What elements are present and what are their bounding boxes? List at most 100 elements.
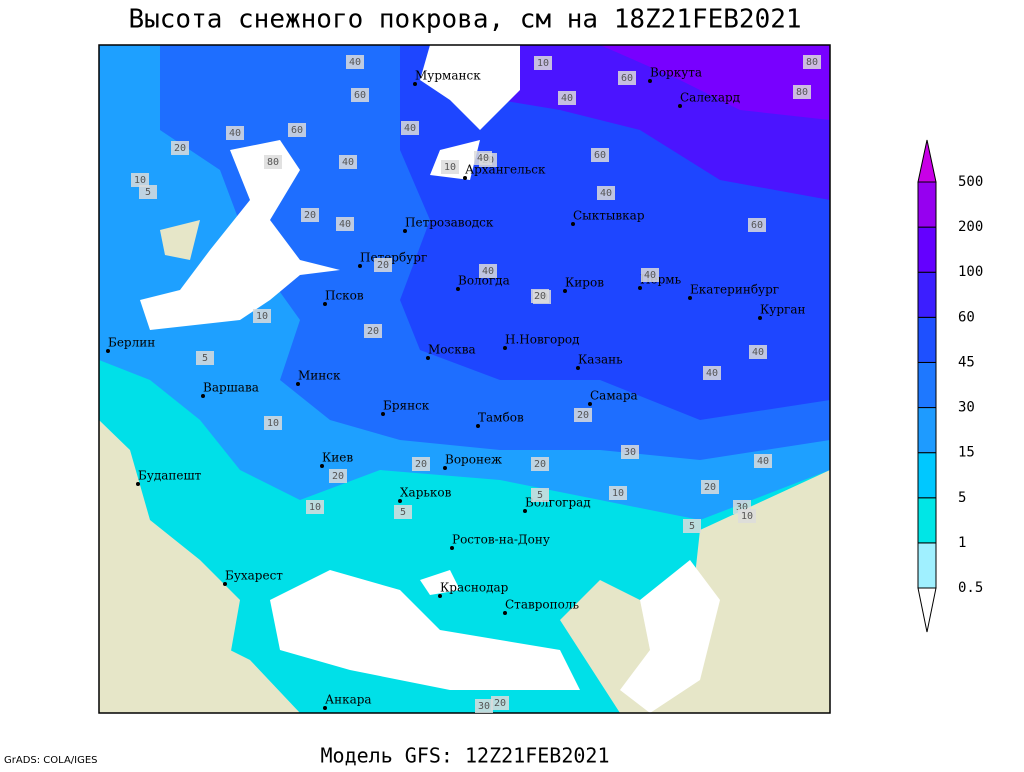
city-dot: [503, 611, 507, 615]
contour-label: 10: [444, 162, 456, 173]
contour-label: 20: [577, 410, 589, 421]
contour-label: 40: [644, 270, 656, 281]
contour-label: 20: [174, 143, 186, 154]
city-dot: [381, 412, 385, 416]
city-label: Казань: [578, 353, 623, 367]
contour-label: 20: [704, 482, 716, 493]
contour-label: 5: [689, 521, 695, 532]
city-label: Мурманск: [415, 69, 481, 83]
city-dot: [678, 104, 682, 108]
city-dot: [463, 176, 467, 180]
city-dot: [563, 289, 567, 293]
contour-label-box: [531, 457, 549, 471]
contour-label: 10: [267, 418, 279, 429]
city-dot: [571, 222, 575, 226]
city-dot: [136, 482, 140, 486]
colorbar-segment: [917, 271, 937, 318]
city-dot: [443, 466, 447, 470]
contour-label-box: [394, 505, 412, 519]
contour-label-box: [401, 121, 419, 135]
city-label: Н.Новгород: [505, 333, 580, 347]
contour-label: 20: [367, 326, 379, 337]
city-label: Берлин: [108, 336, 155, 350]
contour-label: 80: [796, 87, 808, 98]
city-label: Киров: [565, 276, 604, 290]
colorbar-label: 200: [958, 219, 983, 235]
contour-label-box: [574, 408, 592, 422]
contour-label: 10: [134, 175, 146, 186]
contour-label-box: [591, 148, 609, 162]
contour-label-box: [253, 309, 271, 323]
contour-label-box: [703, 366, 721, 380]
city-label: Сыктывкар: [573, 209, 645, 223]
contour-label: 40: [229, 128, 241, 139]
contour-label: 5: [145, 187, 151, 198]
contour-label-box: [306, 500, 324, 514]
contour-label-box: [171, 141, 189, 155]
contour-label: 10: [256, 311, 268, 322]
contour-label-box: [618, 71, 636, 85]
contour-label-box: [139, 185, 157, 199]
credit: GrADS: COLA/IGES: [4, 755, 98, 766]
city-dot: [223, 582, 227, 586]
colorbar-segment: [917, 497, 937, 544]
city-label: Петербург: [360, 251, 427, 265]
colorbar-label: 100: [958, 264, 983, 280]
contour-label: 40: [752, 347, 764, 358]
city-dot: [106, 349, 110, 353]
city-dot: [523, 509, 527, 513]
contour-label: 30: [478, 701, 490, 712]
contour-label-box: [479, 264, 497, 278]
colorbar-segment: [917, 542, 937, 589]
city-dot: [688, 296, 692, 300]
contour-label-box: [597, 186, 615, 200]
city-dot: [588, 402, 592, 406]
contour-label: 20: [534, 459, 546, 470]
colorbar-label: 45: [958, 354, 975, 370]
contour-label: 40: [339, 219, 351, 230]
city-dot: [323, 706, 327, 710]
colorbar-label: 30: [958, 400, 975, 416]
contour-label: 40: [482, 266, 494, 277]
city-dot: [323, 302, 327, 306]
contour-label-box: [196, 351, 214, 365]
colorbar-label: 500: [958, 174, 983, 190]
city-label: Москва: [428, 343, 476, 357]
contour-label-box: [701, 480, 719, 494]
city-label: Ростов-на-Дону: [452, 533, 550, 547]
contour-label-box: [749, 345, 767, 359]
colorbar-segment: [917, 226, 937, 273]
contour-label-box: [793, 85, 811, 99]
contour-label-box: [301, 208, 319, 222]
colorbar-segment: [917, 452, 937, 499]
colorbar-label: 5: [958, 490, 966, 506]
city-dot: [638, 286, 642, 290]
contour-label-box: [351, 88, 369, 102]
contour-label-box: [748, 218, 766, 232]
contour-label: 40: [404, 123, 416, 134]
contour-label-box: [534, 56, 552, 70]
contour-label-box: [131, 173, 149, 187]
contour-label: 20: [534, 291, 546, 302]
colorbar-bottom-cap: [917, 587, 937, 633]
city-dot: [358, 264, 362, 268]
contour-label-box: [226, 126, 244, 140]
city-label: Анкара: [325, 693, 372, 707]
colorbar-label: 0.5: [958, 580, 983, 596]
contour-label-box: [412, 457, 430, 471]
contour-label-box: [441, 160, 459, 174]
model-caption: Модель GFS: 12Z21FEB2021: [321, 744, 610, 768]
contour-label: 20: [304, 210, 316, 221]
city-dot: [426, 356, 430, 360]
city-dot: [201, 394, 205, 398]
contour-label: 40: [600, 188, 612, 199]
contour-label: 40: [757, 456, 769, 467]
city-dot: [503, 346, 507, 350]
contour-label-box: [803, 55, 821, 69]
contour-label-box: [346, 55, 364, 69]
colorbar-label: 15: [958, 445, 975, 461]
contour-label: 40: [706, 368, 718, 379]
